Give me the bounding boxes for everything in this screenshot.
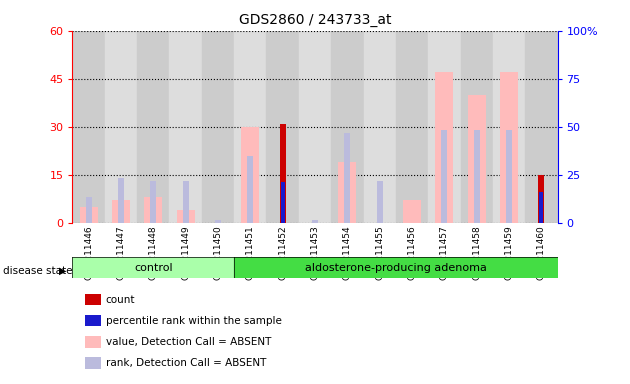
Bar [280,124,285,223]
Bar [234,31,266,223]
Bar [144,197,162,223]
Bar [539,192,543,223]
Text: aldosterone-producing adenoma: aldosterone-producing adenoma [305,263,487,273]
Bar [86,197,91,223]
Bar [105,31,137,223]
Bar [474,130,479,223]
Bar [468,95,486,223]
Bar [500,72,518,223]
Bar [396,31,428,223]
Title: GDS2860 / 243733_at: GDS2860 / 243733_at [239,13,391,27]
Text: percentile rank within the sample: percentile rank within the sample [106,316,282,326]
Bar [403,200,421,223]
Bar [248,156,253,223]
Bar [461,31,493,223]
Bar [428,31,461,223]
Bar [281,182,285,223]
Bar [241,127,259,223]
Bar [506,130,512,223]
Bar [202,31,234,223]
Text: control: control [134,263,173,273]
Bar [112,200,130,223]
Text: disease state: disease state [3,266,72,276]
Bar [525,31,558,223]
Bar [177,210,195,223]
Bar [338,162,356,223]
Text: ▶: ▶ [59,266,66,276]
Text: count: count [106,295,135,305]
Bar [345,133,350,223]
Bar [234,257,558,278]
Bar [72,31,105,223]
Bar [299,31,331,223]
Bar [137,31,169,223]
Bar [169,31,202,223]
Bar [442,130,447,223]
Bar [151,181,156,223]
Bar [377,181,382,223]
Bar [331,31,364,223]
Bar [215,220,221,223]
Bar [80,207,98,223]
Bar [539,175,544,223]
Text: value, Detection Call = ABSENT: value, Detection Call = ABSENT [106,337,272,347]
Bar [493,31,525,223]
Bar [312,220,318,223]
Bar [364,31,396,223]
Text: rank, Detection Call = ABSENT: rank, Detection Call = ABSENT [106,358,266,368]
Bar [183,181,188,223]
Bar [266,31,299,223]
Bar [435,72,453,223]
Bar [72,257,234,278]
Bar [118,178,124,223]
